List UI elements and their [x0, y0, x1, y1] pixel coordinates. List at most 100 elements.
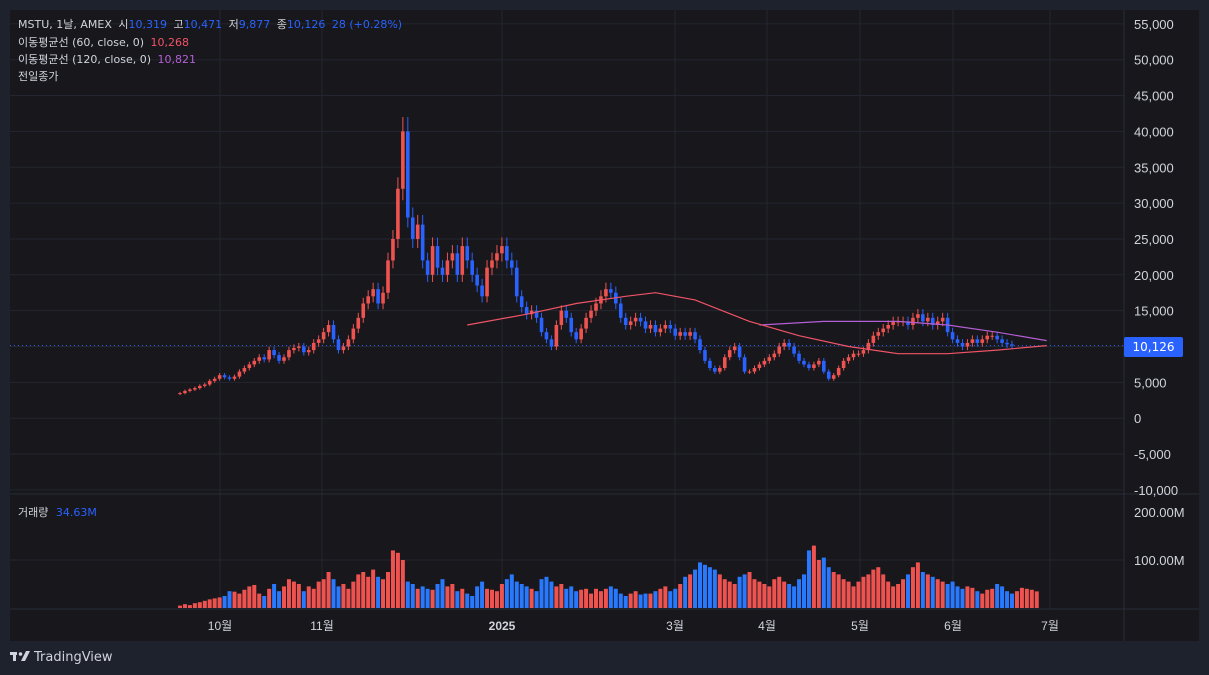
volume-bar — [356, 574, 361, 608]
volume-bar — [316, 581, 321, 608]
candle-body — [371, 289, 375, 297]
volume-bar — [866, 574, 871, 608]
candle-body — [341, 346, 346, 351]
volume-bar — [202, 600, 207, 608]
candle-body — [718, 368, 722, 372]
candle-body — [955, 339, 960, 343]
volume-bar — [559, 584, 564, 608]
candle-body — [262, 357, 266, 360]
volume-bar — [693, 569, 698, 608]
price-tick-label: 20,000 — [1134, 268, 1174, 283]
volume-bar — [490, 589, 494, 608]
close-label: 종 — [276, 18, 287, 31]
volume-bar — [306, 586, 311, 608]
volume-bar — [930, 576, 935, 608]
candle-body — [227, 377, 232, 379]
candle-body — [584, 317, 588, 329]
volume-bar — [534, 591, 539, 608]
volume-bar — [296, 584, 301, 608]
candle-body — [188, 389, 192, 391]
candle-body — [529, 310, 534, 315]
volume-bar — [262, 596, 267, 608]
candle-body — [579, 328, 583, 340]
volume-bar — [430, 589, 435, 608]
candle-body — [351, 328, 356, 340]
volume-bar — [678, 584, 683, 608]
volume-bar — [613, 588, 618, 608]
candle-body — [638, 317, 643, 322]
candle-body — [703, 350, 707, 361]
candle-body — [713, 368, 717, 372]
price-tick-label: 15,000 — [1134, 304, 1174, 319]
volume-bar — [792, 586, 797, 608]
candle-body — [817, 360, 821, 365]
candle-body — [594, 303, 598, 311]
candle-body — [698, 339, 702, 351]
volume-bar — [420, 586, 425, 608]
chart-frame[interactable] — [10, 10, 1199, 641]
candle-body — [331, 324, 336, 340]
volume-bar — [529, 588, 534, 608]
volume-bar — [346, 588, 351, 608]
candle-body — [609, 289, 613, 293]
volume-bar — [1014, 591, 1019, 608]
candle-body — [519, 296, 524, 308]
ma120-value: 10,821 — [157, 53, 197, 66]
brand[interactable]: TradingView — [10, 650, 113, 665]
candle-body — [886, 324, 890, 329]
candle-body — [460, 246, 465, 275]
low-label: 저 — [228, 18, 239, 31]
volume-bar — [688, 574, 693, 608]
candle-body — [534, 310, 539, 318]
volume-bar — [1034, 591, 1039, 608]
candle-body — [792, 346, 796, 354]
volume-bar — [722, 579, 727, 608]
volume-bar — [376, 576, 381, 608]
candle-body — [876, 332, 881, 336]
price-tick-label: 0 — [1134, 411, 1141, 426]
volume-bar — [925, 574, 930, 608]
time-tick-label: 5월 — [851, 619, 869, 633]
volume-bar — [594, 588, 598, 608]
candle-body — [435, 246, 440, 268]
candle-body — [574, 332, 578, 340]
volume-bar — [811, 545, 816, 608]
candle-body — [470, 260, 474, 275]
volume-bar — [494, 591, 499, 608]
candle-body — [480, 285, 484, 297]
candle-body — [524, 307, 529, 315]
candle-body — [722, 357, 727, 369]
candle-body — [658, 328, 663, 333]
time-tick-label: 10월 — [208, 619, 232, 633]
volume-bar — [554, 586, 559, 608]
candle-body — [856, 353, 861, 355]
volume-bar — [990, 588, 995, 608]
candle-body — [381, 292, 385, 304]
ma60-legend[interactable]: 이동평균선 (60, close, 0) 10,268 — [18, 35, 192, 51]
candle-body — [940, 317, 945, 322]
candle-body — [995, 335, 999, 340]
volume-bar — [772, 579, 777, 608]
volume-bar — [717, 574, 722, 608]
volume-legend[interactable]: 거래량 34.63M — [18, 504, 97, 520]
candle-body — [415, 224, 420, 239]
volume-bar — [603, 588, 608, 608]
volume-bar — [390, 550, 395, 608]
candle-body — [272, 350, 276, 356]
candle-body — [990, 335, 994, 337]
volume-bar — [519, 584, 524, 608]
candle-body — [826, 371, 831, 379]
volume-bar — [985, 589, 990, 608]
ma120-label: 이동평균선 (120, close, 0) — [18, 53, 151, 66]
ma120-legend[interactable]: 이동평균선 (120, close, 0) 10,821 — [18, 52, 199, 68]
candle-body — [906, 321, 910, 325]
candle-body — [688, 332, 692, 336]
candle-body — [207, 380, 212, 385]
candle-body — [683, 332, 687, 336]
candle-body — [727, 350, 732, 358]
prev-close-legend[interactable]: 전일종가 — [18, 69, 61, 85]
volume-bar — [970, 587, 975, 608]
candle-body — [465, 246, 470, 261]
volume-bar — [846, 581, 851, 608]
